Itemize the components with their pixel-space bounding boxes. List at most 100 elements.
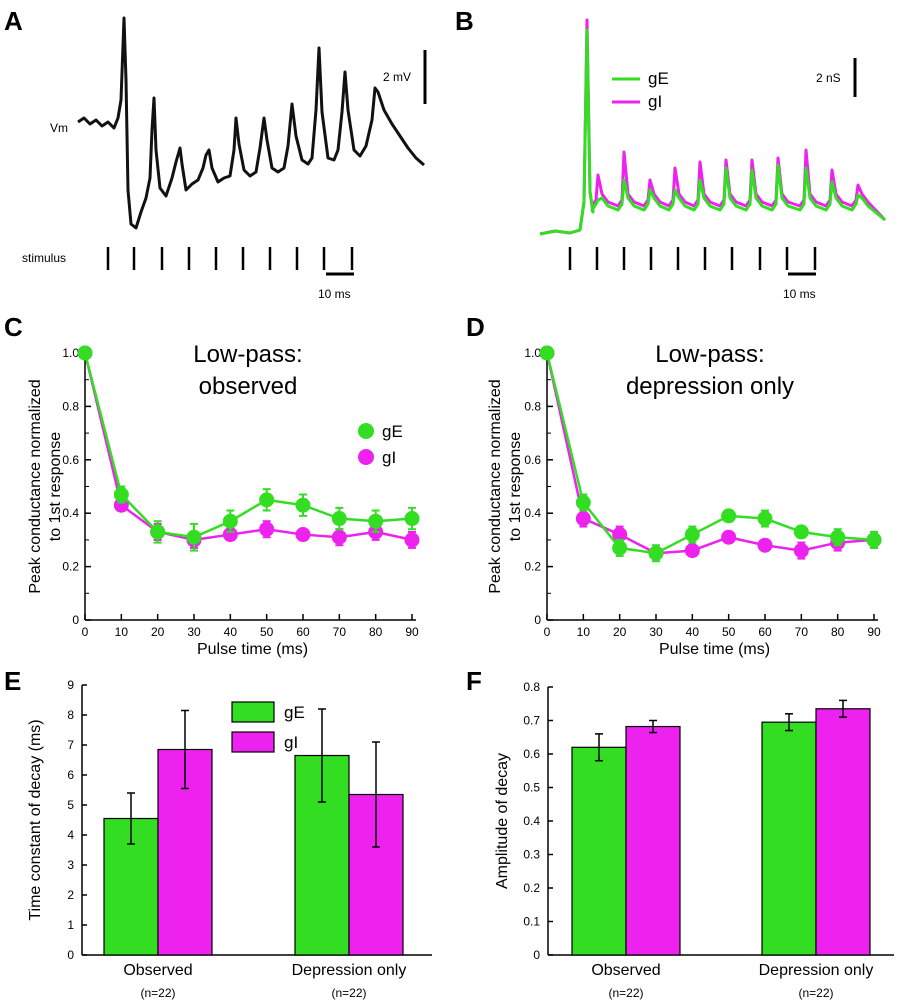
data-point-gI (331, 529, 347, 545)
ge-trace (539, 28, 886, 236)
data-point-gE (150, 524, 166, 540)
y-tick-label: 1.0 (62, 346, 79, 360)
data-point-gE (612, 540, 628, 556)
y-tick-label: 0 (72, 613, 79, 627)
data-point-gE (793, 524, 809, 540)
y-axis-title-line: to 1st response (507, 432, 524, 542)
legend-marker-gI (358, 449, 374, 465)
y-tick-label: 0.2 (524, 560, 541, 574)
x-tick-label: 30 (187, 625, 201, 639)
y-tick-label: 0.8 (62, 399, 79, 413)
y-tick-label: 1.0 (524, 346, 541, 360)
category-note: (n=22) (608, 986, 643, 1000)
y-tick-label: 0.6 (62, 453, 79, 467)
series-line-gE (545, 352, 875, 555)
x-tick-label: 30 (649, 625, 663, 639)
x-tick-label: 70 (333, 625, 347, 639)
x-tick-label: 60 (296, 625, 310, 639)
panel-letter-c: C (4, 312, 23, 342)
stimulus-ticks-b (568, 247, 817, 270)
y-tick-label: 3 (67, 858, 74, 872)
data-point-gE (648, 545, 664, 561)
time-scale-label-a: 10 ms (318, 287, 351, 301)
y-tick-label: 2 (67, 888, 74, 902)
chart-c: 0 0.2 0.4 0.6 0.8 1.0 0 10 20 30 40 50 60 70 80 90 Pulse… (27, 341, 420, 658)
legend-swatch-gI (231, 731, 275, 753)
x-tick-label: 50 (722, 625, 736, 639)
data-point-gE (77, 345, 93, 361)
conductance-scale-label: 2 nS (816, 71, 841, 85)
y-axis-title: Time constant of decay (ms) (27, 719, 44, 920)
data-point-gE (721, 508, 737, 524)
data-point-gE (186, 529, 202, 545)
data-point-gE (259, 492, 275, 508)
vm-trace (77, 16, 425, 230)
y-tick-label: 0.4 (523, 814, 540, 828)
x-tick-label: 20 (613, 625, 627, 639)
y-tick-label: 0.1 (523, 915, 540, 929)
data-point-gI (575, 511, 591, 527)
voltage-scale-label: 2 mV (383, 70, 411, 84)
gi-trace (539, 18, 887, 236)
x-tick-label: 70 (795, 625, 809, 639)
data-point-gI (113, 497, 129, 513)
stimulus-label: stimulus (22, 251, 66, 265)
legend-label-gI: gI (284, 733, 298, 752)
bar-gE-observed (571, 746, 627, 956)
y-tick-label: 8 (67, 708, 74, 722)
x-axis-title: Pulse time (ms) (197, 641, 308, 658)
bar-gE-depression-only (761, 721, 817, 956)
x-tick-label: 40 (686, 625, 700, 639)
data-point-gE (222, 513, 238, 529)
y-axis-title: Amplitude of decay (494, 753, 511, 889)
category-label: Depression only (759, 962, 874, 979)
chart-title-line: Low-pass: (655, 341, 764, 368)
data-point-gE (404, 511, 420, 527)
y-axis-title-line: Peak conductance normalized (487, 379, 504, 593)
y-tick-label: 0.4 (62, 506, 79, 520)
data-point-gI (684, 543, 700, 559)
legend-b-ge-label: gE (648, 69, 669, 88)
time-scale-label-b: 10 ms (783, 287, 816, 301)
series-line-gI (83, 352, 413, 542)
legend-b-gi-label: gI (648, 92, 662, 111)
category-label: Depression only (292, 962, 407, 979)
chart-title-line: depression only (626, 373, 794, 400)
y-tick-label: 5 (67, 798, 74, 812)
stimulus-ticks-a (106, 247, 354, 270)
y-tick-label: 6 (67, 768, 74, 782)
legend-swatch-gE (231, 701, 275, 723)
chart-d: 0 0.2 0.4 0.6 0.8 1.0 0 10 20 30 40 50 60 70 80 90 Pulse… (487, 341, 882, 658)
category-note: (n=22) (140, 986, 175, 1000)
data-point-gE (295, 497, 311, 513)
chart-f: 0 0.1 0.2 0.3 0.4 0.5 0.6 0.7 0.8 Amplitude of de… (494, 680, 894, 1000)
y-tick-label: 0.6 (524, 453, 541, 467)
data-point-gI (757, 537, 773, 553)
bar-gI-observed (625, 725, 681, 956)
data-point-gI (259, 521, 275, 537)
x-tick-label: 80 (369, 625, 383, 639)
x-tick-label: 20 (151, 625, 165, 639)
panel-letter-b: B (455, 6, 474, 36)
data-point-gE (368, 513, 384, 529)
data-point-gE (684, 527, 700, 543)
data-point-gE (757, 511, 773, 527)
y-tick-label: 0.2 (62, 560, 79, 574)
y-tick-label: 9 (67, 678, 74, 692)
y-tick-label: 4 (67, 828, 74, 842)
data-point-gI (295, 527, 311, 543)
y-tick-label: 0 (534, 613, 541, 627)
vm-label: Vm (50, 121, 68, 135)
y-tick-label: 0 (67, 948, 74, 962)
y-tick-label: 0.7 (523, 714, 540, 728)
x-tick-label: 0 (544, 625, 551, 639)
bar-gI-depression-only (815, 708, 871, 956)
data-point-gE (331, 511, 347, 527)
legend-label-gI: gI (382, 448, 396, 467)
panel-b: B gE gI 2 nS 10 ms (455, 6, 887, 301)
data-point-gE (539, 345, 555, 361)
chart-e: 0 1 2 3 4 5 6 7 8 9 Time constant of decay (ms) Obs… (27, 678, 432, 1000)
data-point-gE (113, 487, 129, 503)
chart-title-line: Low-pass: (193, 341, 302, 368)
